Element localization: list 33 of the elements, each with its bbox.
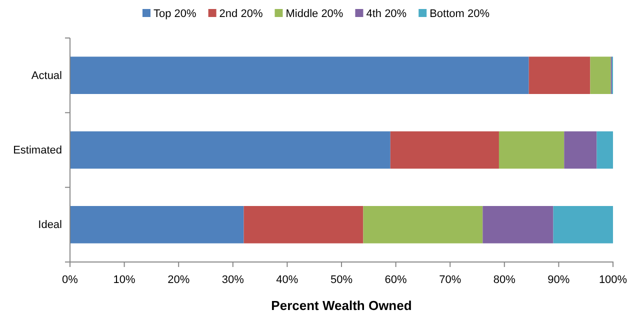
x-tick-label: 30% [222, 274, 244, 286]
x-tick-label: 40% [276, 274, 298, 286]
x-tick-label: 70% [439, 274, 462, 286]
bar [70, 131, 390, 169]
bar [528, 56, 590, 94]
legend-label: Bottom 20% [430, 8, 490, 20]
legend-label: 4th 20% [366, 8, 407, 20]
y-tick-label: Estimated [13, 144, 62, 157]
bar [564, 131, 597, 169]
bar [596, 131, 613, 169]
x-tick-label: 20% [168, 274, 190, 286]
x-tick-label: 0% [62, 274, 78, 286]
bar [70, 206, 244, 244]
bar [70, 56, 529, 94]
legend-label: 2nd 20% [219, 8, 263, 20]
bar [590, 56, 611, 94]
x-tick-label: 90% [548, 274, 570, 286]
x-tick-label: 50% [330, 274, 353, 286]
bar [390, 131, 499, 169]
x-tick-label: 10% [113, 274, 136, 286]
x-tick-label: 60% [384, 274, 408, 286]
bar [553, 206, 613, 244]
legend-label: Middle 20% [286, 8, 344, 20]
bar [363, 206, 483, 244]
x-axis-title: Percent Wealth Owned [271, 298, 412, 313]
x-tick-label: 100% [598, 274, 628, 286]
x-tick-label: 80% [493, 274, 516, 286]
y-tick-label: Ideal [38, 219, 62, 232]
y-tick-label: Actual [31, 70, 62, 82]
bar [498, 131, 564, 169]
bar [244, 206, 364, 244]
legend-label: Top 20% [153, 8, 197, 20]
bar [482, 206, 554, 244]
